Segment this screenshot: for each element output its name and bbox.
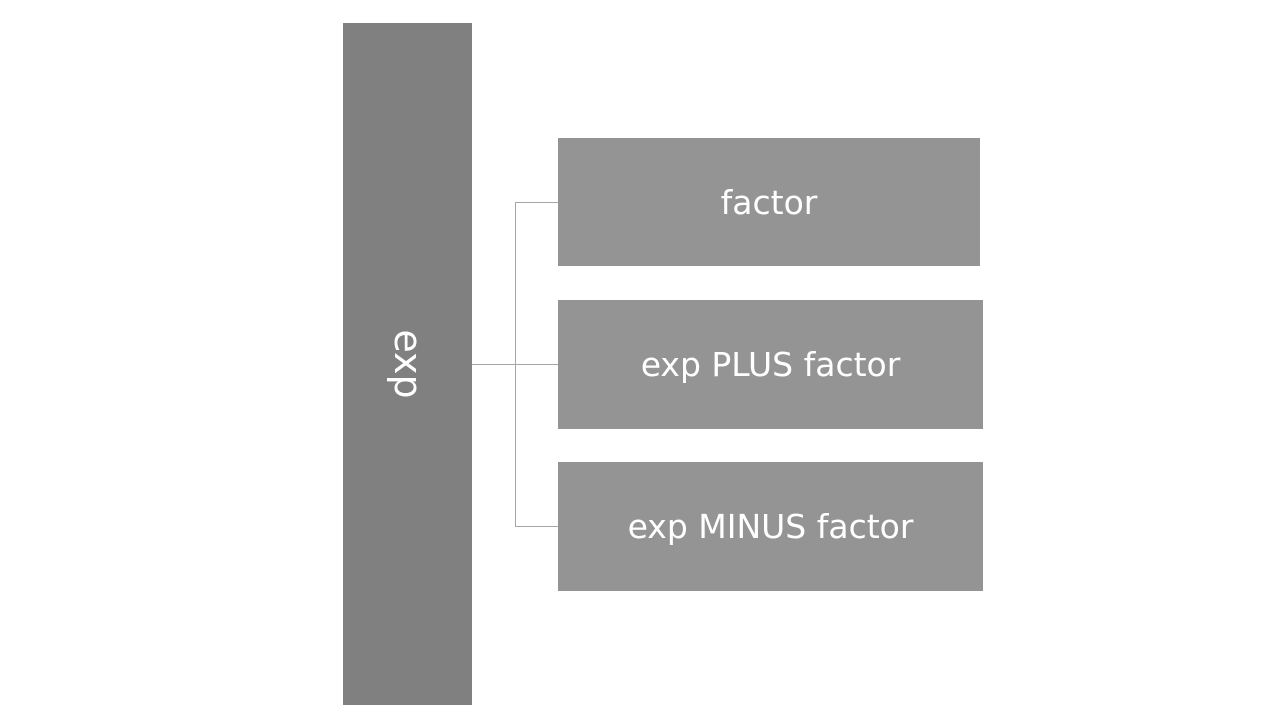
child-node-label: exp PLUS factor (641, 345, 901, 384)
child-node-label: factor (721, 183, 818, 222)
child-node-label: exp MINUS factor (628, 507, 914, 546)
root-node-label: exp (389, 329, 427, 398)
child-node-exp-minus-factor: exp MINUS factor (558, 462, 983, 591)
child-node-exp-plus-factor: exp PLUS factor (558, 300, 983, 429)
root-node-exp: exp (343, 23, 472, 705)
child-node-factor: factor (558, 138, 980, 266)
